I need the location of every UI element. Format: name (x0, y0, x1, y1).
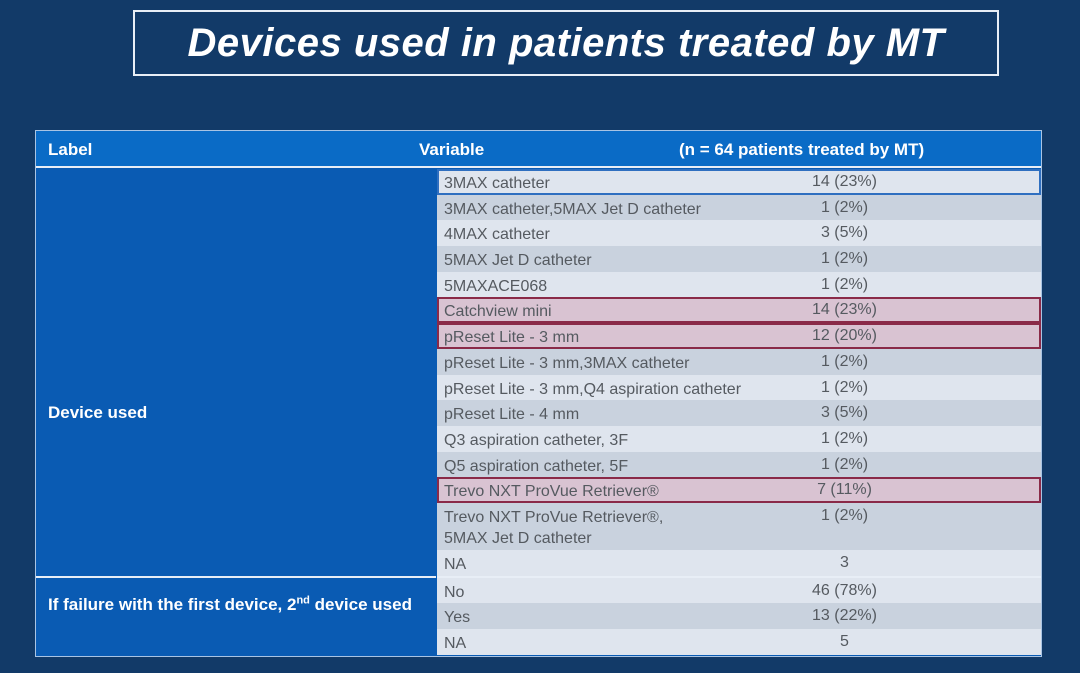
devices-table: Label Variable (n = 64 patients treated … (35, 130, 1042, 657)
cell-variable-line: Trevo NXT ProVue Retriever®, (444, 508, 664, 526)
table-row: Yes 13 (22%) (437, 603, 1041, 629)
group-label-post: device used (309, 595, 412, 614)
cell-variable: 4MAX catheter (444, 226, 550, 244)
table-body: 3MAX catheter 14 (23%) 3MAX catheter,5MAX … (437, 169, 1041, 655)
group-label-text: Device used (48, 403, 148, 422)
cell-count: 3 (5%) (820, 404, 869, 422)
header-count: (n = 64 patients treated by MT) (679, 140, 925, 159)
group-label-sup: nd (296, 594, 310, 607)
cell-count: 1 (2%) (820, 352, 869, 370)
cell-variable: 3MAX catheter,5MAX Jet D catheter (444, 200, 702, 218)
table-row: NA 3 (437, 549, 1041, 576)
table-row: pReset Lite - 3 mm,3MAX catheter 1 (2%) (437, 348, 1041, 375)
table-row: Trevo NXT ProVue Retriever®, 5MAX Jet D c… (437, 502, 1041, 550)
title-box: Devices used in patients treated by MT (133, 10, 999, 76)
cell-variable: Trevo NXT ProVue Retriever® (444, 483, 659, 501)
cell-count: 14 (23%) (812, 173, 877, 190)
table-row: 5MAX Jet D catheter 1 (2%) (437, 246, 1041, 272)
cell-variable: Q5 aspiration catheter, 5F (444, 457, 629, 475)
cell-variable: pReset Lite - 4 mm (444, 406, 580, 424)
table-row: pReset Lite - 3 mm 12 (20%) (437, 323, 1041, 349)
group-label-text: If failure with the first device, 2nd de… (48, 593, 428, 617)
table-row: NA 5 (437, 629, 1041, 655)
cell-count: 1 (2%) (820, 455, 869, 473)
cell-variable: pReset Lite - 3 mm,3MAX catheter (444, 354, 690, 372)
cell-count: 13 (22%) (812, 607, 877, 625)
cell-count: 7 (11%) (817, 481, 872, 499)
table-row: 5MAXACE068 1 (2%) (437, 271, 1041, 298)
table-row: Trevo NXT ProVue Retriever® 7 (11%) (437, 477, 1041, 503)
cell-count: 1 (2%) (820, 250, 869, 268)
cell-count: 1 (2%) (820, 506, 869, 524)
group-label-pre: If failure with the first device, 2 (48, 595, 297, 614)
table-row: 3MAX catheter,5MAX Jet D catheter 1 (2%) (437, 194, 1041, 221)
cell-variable: No (444, 583, 465, 601)
cell-variable: 3MAX catheter (444, 175, 550, 192)
table-row: 3MAX catheter 14 (23%) (437, 169, 1041, 195)
slide-title: Devices used in patients treated by MT (187, 20, 945, 65)
cell-variable: NA (444, 555, 467, 573)
cell-count: 14 (23%) (812, 301, 877, 319)
cell-variable: pReset Lite - 3 mm (444, 329, 580, 347)
cell-count: 46 (78%) (812, 581, 877, 599)
table-row: Catchview mini 14 (23%) (437, 297, 1041, 324)
cell-variable: NA (444, 635, 467, 652)
cell-variable: Yes (444, 609, 471, 627)
cell-variable: Catchview mini (444, 303, 552, 321)
table-row: pReset Lite - 3 mm,Q4 aspiration cathete… (437, 374, 1041, 401)
cell-count: 3 (5%) (820, 224, 869, 242)
group-label-device-used: Device used (36, 169, 436, 578)
table-row: No 46 (78%) (437, 577, 1041, 604)
cell-count: 3 (840, 553, 849, 571)
header-label: Label (48, 140, 93, 159)
cell-count: 1 (2%) (820, 378, 869, 396)
cell-count: 1 (2%) (820, 275, 869, 293)
table-row: Q3 aspiration catheter, 3F 1 (2%) (437, 425, 1041, 452)
cell-variable: 5MAXACE068 (444, 277, 548, 295)
cell-variable: pReset Lite - 3 mm,Q4 aspiration cathete… (444, 380, 742, 398)
group-divider (437, 575, 1041, 578)
table-header: Label Variable (n = 64 patients treated … (36, 131, 1041, 168)
table-row: pReset Lite - 4 mm 3 (5%) (437, 400, 1041, 426)
cell-count: 12 (20%) (812, 327, 877, 345)
cell-variable-line: 5MAX Jet D catheter (444, 529, 592, 547)
cell-count: 1 (2%) (820, 429, 869, 447)
group-label-second-device: If failure with the first device, 2nd de… (36, 580, 436, 656)
table-row: Q5 aspiration catheter, 5F 1 (2%) (437, 451, 1041, 478)
table-row: 4MAX catheter 3 (5%) (437, 220, 1041, 247)
cell-variable: 5MAX Jet D catheter (444, 252, 592, 270)
cell-count: 5 (840, 633, 849, 650)
header-variable: Variable (419, 140, 485, 159)
cell-variable: Trevo NXT ProVue Retriever®, 5MAX Jet D c… (444, 507, 663, 549)
cell-variable: Q3 aspiration catheter, 3F (444, 431, 629, 449)
cell-count: 1 (2%) (820, 198, 869, 216)
